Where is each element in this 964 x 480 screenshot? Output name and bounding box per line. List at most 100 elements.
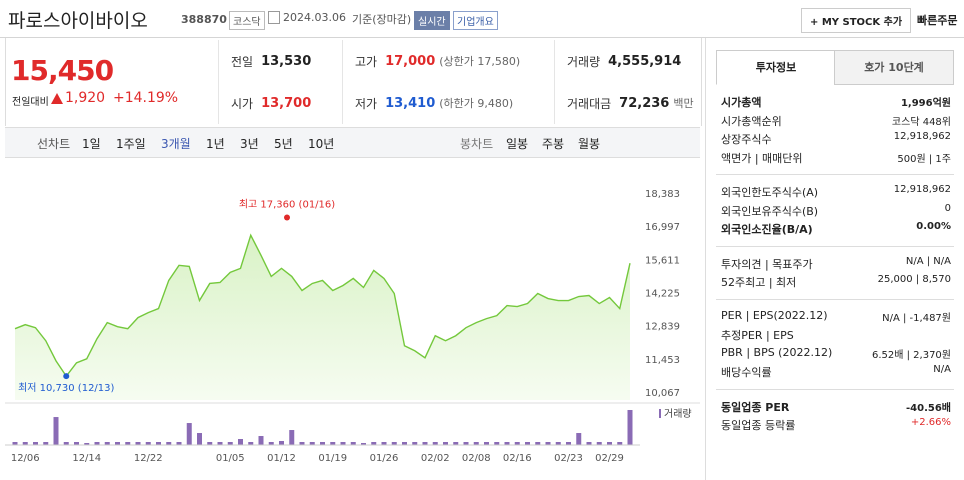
company-button[interactable]: 기업개요 [453,11,498,30]
x-tick-label: 01/12 [267,453,296,464]
stat-label: 시가 [231,96,254,111]
volume-bar [627,410,633,445]
period-tab[interactable]: 1일 [82,137,101,151]
info-value: -40.56배 [906,402,951,414]
period-tab[interactable]: 10년 [308,137,335,151]
volume-label: 거래량 [664,408,692,420]
info-row: 52주최고 | 최저 25,000 | 8,570 [721,274,951,290]
volume-bar [166,442,172,445]
candle-tab[interactable]: 월봉 [578,137,601,151]
volume-bar [115,442,120,445]
candle-tab[interactable]: 주봉 [542,137,565,151]
volume-bar [391,442,397,445]
volume-bar [84,443,90,445]
info-row: PER | EPS(2022.12) N/A | -1,487원 [721,309,951,324]
volume-bar [340,442,346,445]
info-tab[interactable]: 투자정보 [716,50,836,85]
y-tick-label: 11,453 [645,355,680,366]
info-value: +2.66% [910,417,951,428]
stat-value: 72,236 [619,95,670,111]
info-label: 액면가 | 매매단위 [721,151,803,165]
chart-tabs: 선차트 1일 1주일 3개월 1년 3년 5년 10년 봉차트 일봉 주봉 월봉 [5,127,700,158]
volume-bar [432,442,438,445]
volume-bar [617,442,623,445]
volume-bar [125,442,131,445]
stat-note: 백만 [673,97,694,110]
period-tab[interactable]: 1년 [206,137,225,151]
volume-bar [145,442,151,445]
volume-bar [422,442,428,445]
volume-bar [299,442,305,445]
x-tick-label: 02/02 [421,453,450,464]
period-tab[interactable]: 3년 [240,137,259,151]
stat-value: 4,555,914 [608,53,682,69]
info-value: 25,000 | 8,570 [877,274,951,285]
chart: 18,383 16,997 15,611 14,225 12,839 11,453 10,0… [5,189,700,464]
tab-label: 봉차트 [460,137,494,151]
stat-note: (상한가 17,580) [439,55,521,68]
volume-bar [576,433,582,445]
mystock-button[interactable]: + MY STOCK 추가 [801,8,912,33]
info-row: PBR | BPS (2022.12) 6.52배 | 2,370원 [721,346,951,361]
x-tick-label: 12/22 [134,453,163,464]
volume-bar [607,442,612,445]
change-label: 전일대비 [12,97,49,108]
volume-bar [227,442,233,445]
market-badge: 코스닥 [229,11,265,30]
period-tab[interactable]: 5년 [274,137,293,151]
stat-label: 전일 [231,54,254,69]
info-row: 상장주식수 12,918,962 [721,131,951,147]
volume-bar [443,442,448,445]
info-value: N/A | -1,487원 [882,312,951,324]
volume-bar [586,442,592,445]
volume-bar [156,442,161,445]
volume-bar [53,417,59,445]
summary [5,38,702,126]
info-row: 외국인보유주식수(B) 0 [721,203,951,219]
volume-bar [309,442,315,445]
volume-bar [238,439,243,445]
volume-bar [279,441,284,445]
stat: 전일 13,530 [218,40,342,82]
area [15,235,630,400]
info-value: 0 [944,202,951,214]
volume-bar [463,442,469,445]
volume-bar [412,442,418,445]
volume-bar [289,430,295,445]
stat-note: (하한가 9,480) [439,97,514,110]
volume-bar [535,442,541,445]
realtime-button[interactable]: 실시간 [414,11,450,30]
info-tab[interactable]: 호가 10단계 [834,50,954,85]
stat-label: 저가 [355,96,378,111]
volume-bar [555,442,561,445]
volume-bar [473,442,479,445]
y-tick-label: 14,225 [645,289,680,300]
divider [716,174,954,175]
y-tick-label: 10,067 [645,388,680,399]
period-tab[interactable]: 3개월 [161,137,191,151]
volume-bar [33,442,38,445]
info-label: 52주최고 | 최저 [721,276,797,289]
divider [716,388,954,390]
y-tick-label: 12,839 [645,322,680,333]
volume-bar [22,442,28,445]
quick-order[interactable]: 빠른주문 [917,14,958,27]
volume-bar [494,442,500,445]
stat: 고가 17,000 (상한가 17,580) [342,40,554,82]
info-label: 외국인한도주식수(A) [721,186,819,199]
volume-bar [545,442,551,445]
volume-bar [350,442,356,445]
volume-bar [207,442,213,445]
stat-label: 고가 [355,54,378,69]
period-tab[interactable]: 1주일 [116,137,146,151]
candle-tab[interactable]: 일봉 [506,137,529,151]
info-label: 동일업종 등락률 [721,419,796,432]
info-row: 시가총액순위 코스닥 448위 [721,113,951,129]
info-row: 시가총액 1,996억원 [721,94,951,110]
info-label: 추정PER | EPS [721,329,794,342]
info-value: 12,918,962 [893,184,951,195]
volume-bar [320,442,325,445]
volume-bar [217,442,223,445]
volume-bar [94,442,100,445]
info-value: 6.52배 | 2,370원 [871,349,951,361]
